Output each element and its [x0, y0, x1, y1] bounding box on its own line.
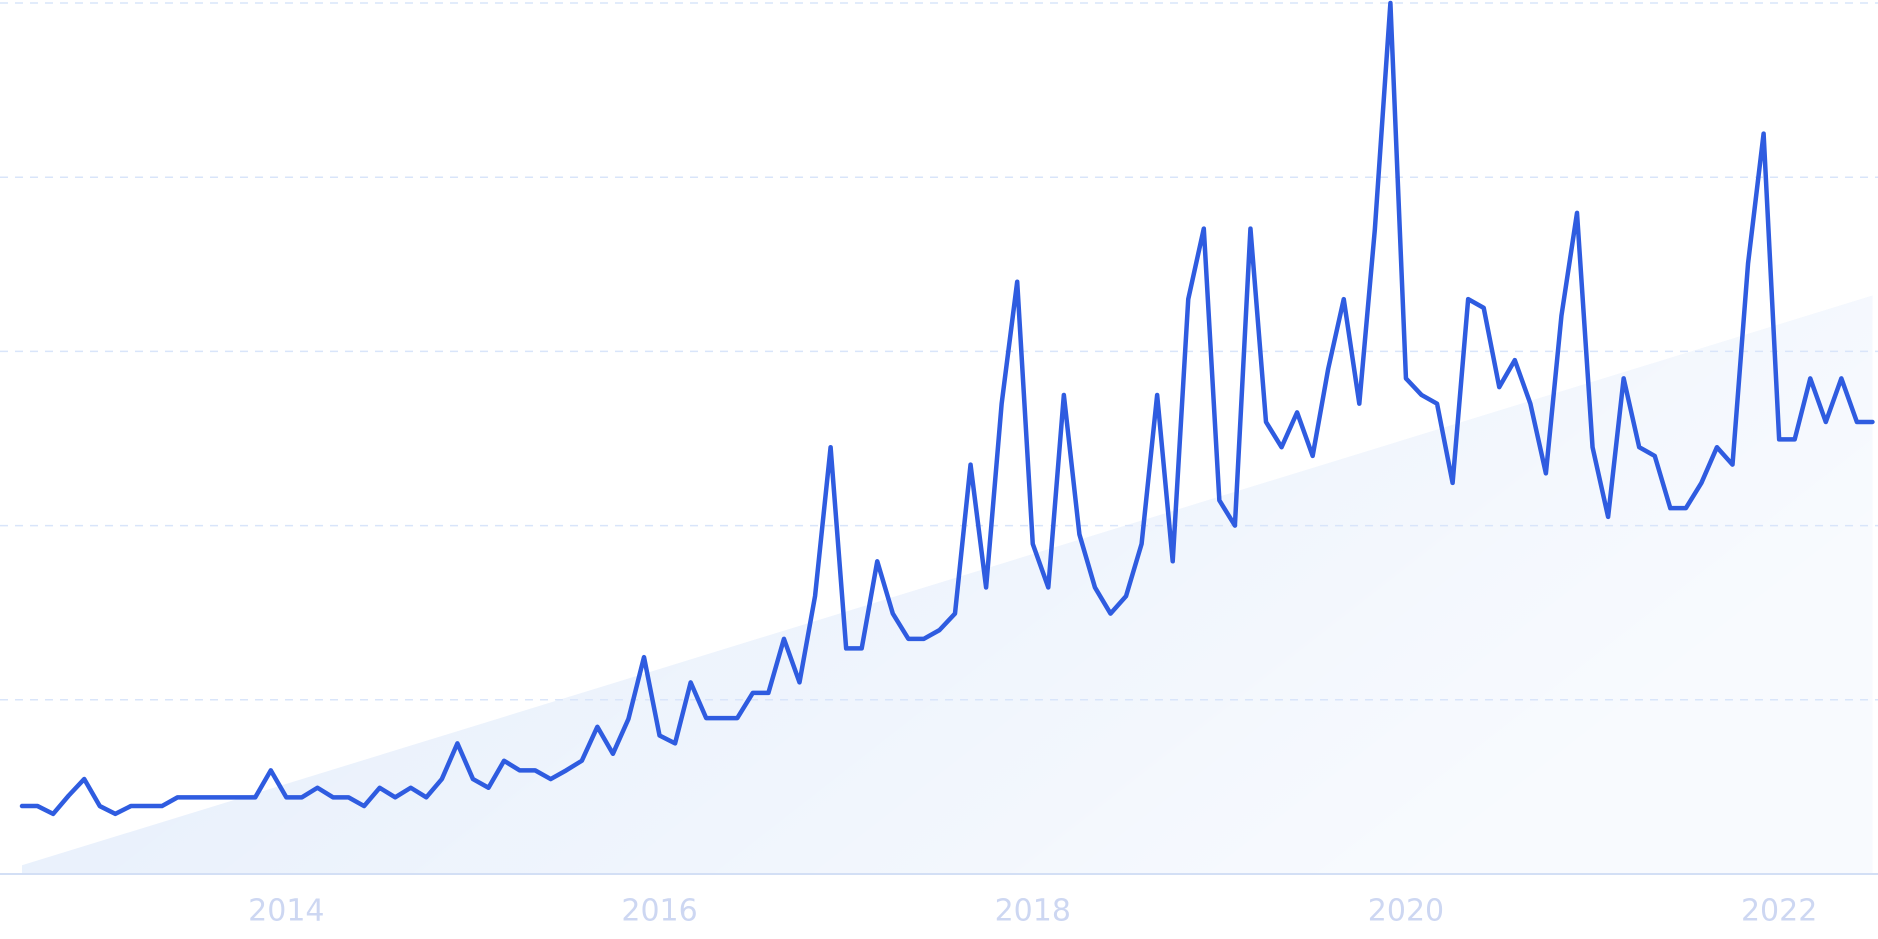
x-tick-label: 2018	[995, 894, 1071, 929]
x-tick-label: 2022	[1741, 894, 1817, 929]
trend-line	[19, 0, 1875, 817]
x-tick-label: 2020	[1368, 894, 1444, 929]
trend-fade	[22, 295, 1873, 874]
x-tick-label: 2016	[621, 894, 697, 929]
x-tick-label: 2014	[248, 894, 324, 929]
